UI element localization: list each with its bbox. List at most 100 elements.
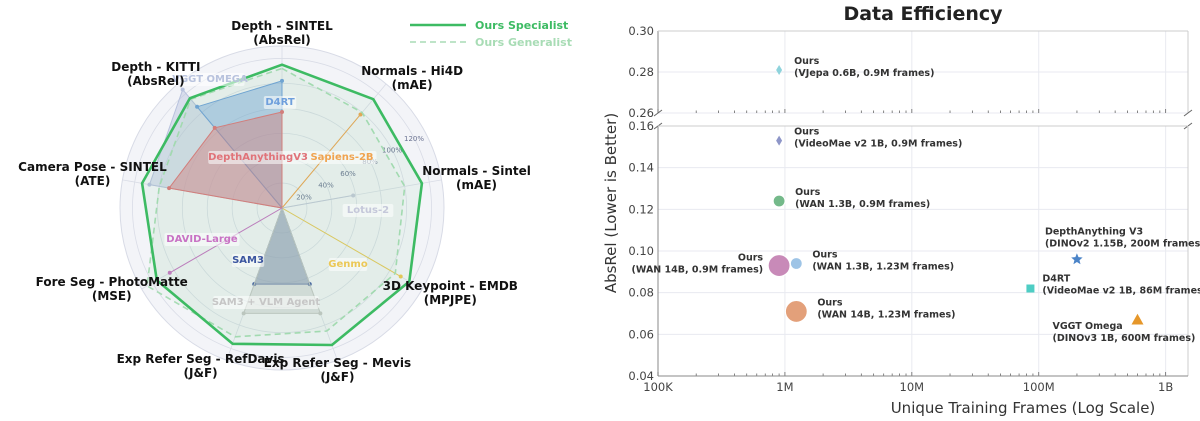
scatter-y-tick-label: 0.08 [628, 286, 654, 300]
scatter-marker [1071, 253, 1083, 265]
scatter-point-depthanything-v3-dinov2-1-15b-200m-frames: DepthAnything V3(DINOv2 1.15B, 200M fram… [1045, 226, 1200, 265]
radar-chart: 20%40%60%80%100%120% VGGT OMEGAD4RTDepth… [18, 19, 572, 384]
scatter-point-d4rt-videomae-v2-1b-86m-frames: D4RT(VideoMae v2 1B, 86M frames) [1026, 274, 1200, 297]
scatter-x-tick-label: 10M [900, 380, 925, 394]
radar-point-vggt-omega [147, 182, 152, 187]
radar-axis-label-normals-sintel: Normals - Sintel(mAE) [422, 164, 531, 192]
radar-point-david-large [167, 270, 172, 275]
scatter-point-detail: (WAN 14B, 1.23M frames) [817, 309, 955, 320]
scatter-point-detail: (VJepa 0.6B, 0.9M frames) [794, 68, 934, 79]
radar-series-label-bg [231, 254, 265, 267]
svg-text:(AbsRel): (AbsRel) [127, 74, 184, 88]
scatter-point-ours-wan-1-3b-1-23m-frames: Ours(WAN 1.3B, 1.23M frames) [789, 250, 954, 273]
scatter-y-tick-label: 0.14 [628, 161, 654, 175]
scatter-point-detail: (VideoMae v2 1B, 0.9M frames) [794, 139, 962, 150]
scatter-point-ours-wan-14b-1-23m-frames: Ours(WAN 14B, 1.23M frames) [784, 297, 955, 324]
scatter-point-name: VGGT Omega [1052, 321, 1122, 332]
scatter-title: Data Efficiency [843, 3, 1003, 25]
radar-point-lotus-2 [351, 193, 356, 198]
axis-break-mark [653, 109, 663, 117]
scatter-point-ours-wan-1-3b-0-9m-frames: Ours(WAN 1.3B, 0.9M frames) [772, 187, 930, 210]
axis-break-mark [1183, 109, 1193, 117]
svg-text:Exp Refer Seg - RefDavis: Exp Refer Seg - RefDavis [117, 352, 285, 366]
radar-series-label-bg [328, 258, 368, 271]
radar-point-sam3-vlm-agent [241, 311, 246, 316]
scatter-point-name: Ours [794, 56, 820, 67]
scatter-marker [767, 253, 791, 278]
radar-series-labels: VGGT OMEGA D4RT DepthAnythingV3 Sapiens-2B L… [164, 73, 394, 309]
radar-point-d4rt [280, 78, 284, 83]
radar-axis-label-camera-pose-sintel: Camera Pose - SINTEL(ATE) [18, 160, 167, 188]
scatter-point-vggt-omega-dinov3-1b-600m-frames: VGGT Omega(DINOv3 1B, 600M frames) [1052, 313, 1195, 344]
radar-series-label-sapiens-2b: Sapiens-2B [310, 152, 373, 163]
scatter-marker [772, 194, 786, 208]
svg-text:(mAE): (mAE) [456, 178, 497, 192]
scatter-point-name: Ours [812, 250, 838, 261]
radar-axis-label-normals-hi4d: Normals - Hi4D(mAE) [361, 64, 463, 92]
svg-text:Normals - Hi4D: Normals - Hi4D [361, 64, 463, 78]
scatter-y-axis-label: AbsRel (Lower is Better) [602, 113, 620, 293]
radar-point-d4rt [195, 104, 200, 109]
radar-series-label-sam3: SAM3 [232, 255, 264, 266]
svg-text:Depth - SINTEL: Depth - SINTEL [231, 19, 333, 33]
scatter-point-name: D4RT [1042, 274, 1070, 285]
scatter-point-ours-videomae-v2-1b-0-9m-frames: Ours(VideoMae v2 1B, 0.9M frames) [776, 127, 962, 150]
scatter-point-name: DepthAnything V3 [1045, 226, 1143, 237]
radar-axis-label-depth-sintel: Depth - SINTEL(AbsRel) [231, 19, 333, 47]
scatter-marker [776, 64, 783, 75]
svg-text:(J&F): (J&F) [184, 366, 218, 380]
radar-axis-label-exp-refer-seg-mevis: Exp Refer Seg - Mevis(J&F) [264, 356, 411, 384]
scatter-y-tick-label: 0.30 [628, 24, 654, 38]
scatter-point-ours-vjepa-0-6b-0-9m-frames: Ours(VJepa 0.6B, 0.9M frames) [776, 56, 934, 79]
radar-series-label-lotus-2: Lotus-2 [347, 205, 389, 216]
svg-text:Fore Seg - PhotoMatte: Fore Seg - PhotoMatte [36, 275, 188, 289]
radar-series-label-bg [208, 151, 308, 164]
radar-series-label-bg [307, 151, 377, 164]
scatter-point-name: Ours [817, 297, 843, 308]
radar-ring-label: 40% [318, 182, 334, 190]
svg-text:(MSE): (MSE) [92, 289, 132, 303]
radar-point-genmo [398, 274, 403, 279]
radar-series-label-depthanythingv3: DepthAnythingV3 [208, 152, 308, 163]
svg-text:Normals - Sintel: Normals - Sintel [422, 164, 531, 178]
radar-ring-label: 60% [340, 170, 356, 178]
radar-point-sam3-vlm-agent [318, 311, 323, 316]
scatter-point-detail: (WAN 14B, 0.9M frames) [632, 265, 764, 276]
scatter-point-detail: (WAN 1.3B, 1.23M frames) [812, 262, 954, 273]
scatter-chart: Data Efficiency 0.260.280.30 0.040.060.0… [602, 3, 1200, 417]
svg-text:Camera Pose - SINTEL: Camera Pose - SINTEL [18, 160, 167, 174]
svg-text:(J&F): (J&F) [320, 370, 354, 384]
scatter-marker [776, 135, 783, 146]
radar-axis-label-fore-seg-photomatte: Fore Seg - PhotoMatte(MSE) [36, 275, 188, 303]
scatter-marker [789, 256, 803, 271]
radar-point-depthanythingv3 [167, 186, 172, 191]
scatter-y-tick-label: 0.04 [628, 369, 654, 383]
scatter-y-tick-label: 0.26 [628, 106, 654, 120]
radar-series-label-sam3-vlm-agent: SAM3 + VLM Agent [212, 297, 321, 308]
radar-series-label-genmo: Genmo [328, 259, 368, 270]
scatter-point-name: Ours [738, 253, 764, 264]
scatter-point-name: Ours [794, 127, 820, 138]
radar-ring-label: 100% [382, 146, 402, 154]
radar-ring-label: 120% [404, 135, 424, 143]
scatter-x-tick-label: 100M [1023, 380, 1055, 394]
legend-label-ours-generalist: Ours Generalist [475, 36, 572, 49]
radar-axis-label-3d-keypoint-emdb: 3D Keypoint - EMDB(MPJPE) [383, 279, 518, 307]
scatter-upper-panel: 0.26 0.28 0.30 [628, 24, 1193, 130]
radar-axis-label-depth-kitti: Depth - KITTI(AbsRel) [111, 60, 200, 88]
radar-axis-labels: Depth - SINTEL(AbsRel)Normals - Hi4D(mAE… [18, 19, 531, 384]
radar-point-depthanythingv3 [280, 110, 284, 115]
radar-point-sapiens-2b [358, 112, 363, 117]
scatter-point-detail: (DINOv3 1B, 600M frames) [1052, 333, 1195, 344]
scatter-lower-panel: 0.04 0.06 0.08 0.10 0.12 0.14 0.16 100K 1M 10M 100… [628, 119, 1189, 394]
scatter-y-tick-label: 0.12 [628, 202, 654, 216]
scatter-x-axis-label: Unique Training Frames (Log Scale) [891, 399, 1156, 417]
scatter-point-detail: (DINOv2 1.15B, 200M frames) [1045, 238, 1200, 249]
svg-text:Exp Refer Seg - Mevis: Exp Refer Seg - Mevis [264, 356, 411, 370]
svg-text:Depth - KITTI: Depth - KITTI [111, 60, 200, 74]
scatter-x-tick-label: 100K [643, 380, 673, 394]
radar-legend: Ours Specialist Ours Generalist [410, 19, 572, 49]
scatter-point-ours-wan-14b-0-9m-frames: Ours(WAN 14B, 0.9M frames) [632, 253, 791, 278]
radar-series-ours-specialist [140, 63, 424, 347]
svg-text:(AbsRel): (AbsRel) [253, 33, 310, 47]
